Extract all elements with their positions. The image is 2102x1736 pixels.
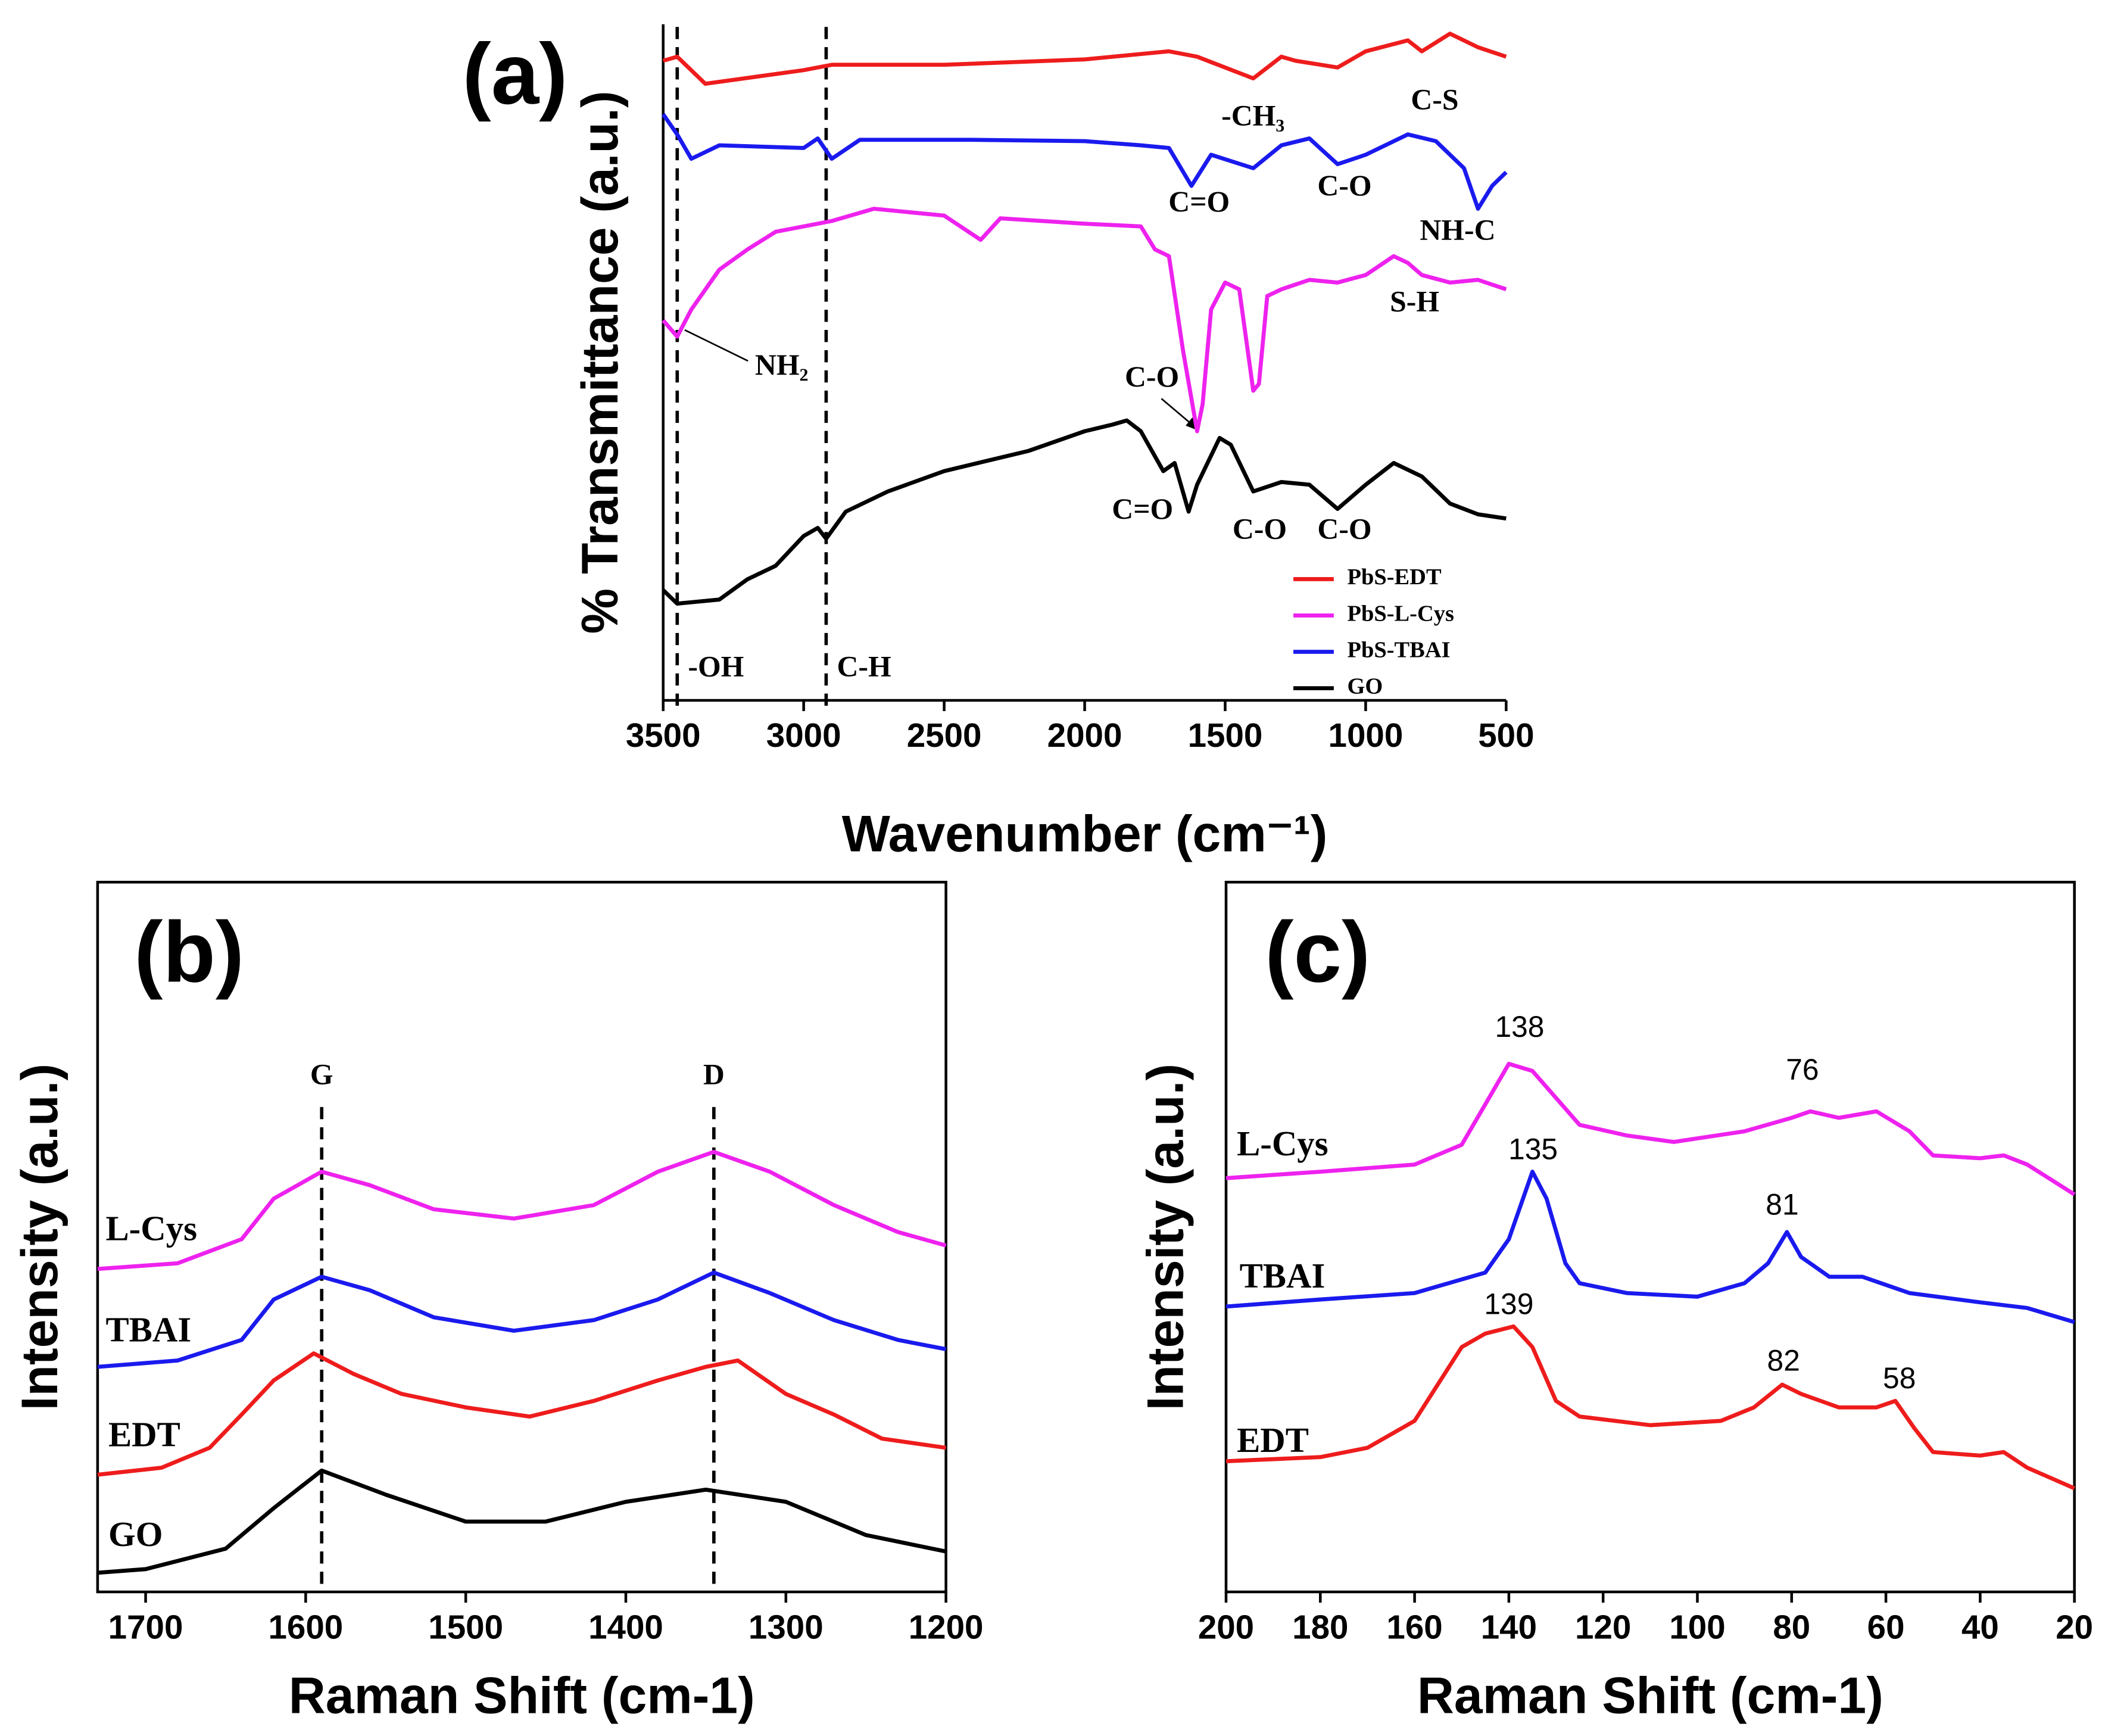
annotation-pointer [684, 329, 749, 362]
x-tick-label: 2000 [1047, 716, 1122, 754]
y-axis-title: Intensity (a.u.) [11, 1064, 68, 1410]
series-label: TBAI [105, 1310, 191, 1349]
x-axis-title: Raman Shift (cm-1) [289, 1668, 755, 1725]
x-tick-label: 1300 [749, 1608, 824, 1645]
x-tick-label: 200 [1198, 1608, 1254, 1645]
x-tick-label: 40 [1961, 1608, 1999, 1645]
x-tick-label: 180 [1292, 1608, 1348, 1645]
series-label: TBAI [1240, 1257, 1326, 1295]
x-tick-label: 160 [1386, 1608, 1442, 1645]
annotation: 82 [1767, 1344, 1800, 1377]
annotation: 138 [1495, 1010, 1544, 1043]
plot-frame [1224, 880, 2076, 1594]
legend-label: PbS-L-Cys [1348, 601, 1454, 626]
series-line [662, 418, 1507, 606]
x-tick-label: 1600 [268, 1608, 343, 1645]
annotation: 81 [1766, 1188, 1798, 1221]
legend-label: PbS-TBAI [1348, 637, 1451, 662]
chart-title: (b) [134, 903, 244, 1000]
annotation: NH-C [1420, 214, 1495, 247]
x-tick-label: 1500 [428, 1608, 503, 1645]
series-line [1225, 1170, 2075, 1324]
chart-title: (c) [1265, 903, 1370, 1000]
x-tick-label: 140 [1481, 1608, 1537, 1645]
x-tick-label: 1400 [588, 1608, 663, 1645]
series-label: EDT [108, 1416, 180, 1454]
annotation: 135 [1508, 1133, 1558, 1166]
reference-label: -OH [688, 650, 744, 682]
y-axis-title: % Transmittance (a.u.) [572, 91, 629, 634]
x-tick-label: 60 [1867, 1608, 1905, 1645]
series-line [97, 1149, 947, 1271]
x-tick-label: 2500 [907, 716, 982, 754]
chart-title: (a) [463, 26, 568, 122]
annotation: C=O [1112, 493, 1173, 525]
legend-label: PbS-EDT [1348, 565, 1442, 590]
annotation: NH₂ [755, 348, 809, 381]
x-tick-label: 1500 [1188, 716, 1263, 754]
plot-frame [96, 880, 947, 1594]
annotation: C=O [1168, 185, 1230, 218]
x-tick-label: 3000 [766, 716, 841, 754]
annotation: C-O [1317, 169, 1371, 202]
x-tick-label: 1700 [108, 1608, 183, 1645]
annotation: -CH₃ [1221, 99, 1284, 132]
reference-label: G [310, 1058, 333, 1091]
x-tick-label: 100 [1669, 1608, 1725, 1645]
x-tick-label: 1000 [1328, 716, 1404, 754]
series-label: L-Cys [105, 1210, 197, 1248]
x-axis-title: Raman Shift (cm-1) [1417, 1668, 1883, 1725]
x-tick-label: 3500 [626, 716, 701, 754]
series-label: L-Cys [1237, 1124, 1328, 1163]
series-line [661, 113, 1508, 211]
reference-label: C-H [837, 650, 891, 682]
annotation: 76 [1786, 1053, 1819, 1086]
series-line [97, 1351, 947, 1477]
annotation: S-H [1390, 285, 1439, 318]
series-label: EDT [1237, 1421, 1309, 1460]
x-tick-label: 500 [1478, 716, 1534, 754]
annotation: C-O [1125, 360, 1179, 393]
series-line [662, 32, 1507, 86]
series-line [1225, 1061, 2076, 1196]
series-line [97, 1468, 947, 1575]
y-axis-title: Intensity (a.u.) [1137, 1064, 1195, 1410]
annotation: 58 [1883, 1361, 1916, 1395]
annotation: C-O [1317, 513, 1371, 546]
annotation: C-O [1233, 513, 1287, 546]
x-tick-label: 20 [2056, 1608, 2093, 1645]
reference-label: D [703, 1058, 725, 1091]
annotation: C-S [1411, 83, 1458, 116]
x-tick-label: 80 [1773, 1608, 1810, 1645]
annotation: 139 [1484, 1288, 1533, 1321]
series-line [1225, 1324, 2076, 1491]
x-tick-label: 120 [1575, 1608, 1631, 1645]
series-label: GO [108, 1515, 163, 1554]
x-axis-title: Wavenumber (cm⁻¹) [842, 805, 1328, 862]
legend-label: GO [1348, 674, 1383, 699]
series-line [97, 1270, 947, 1369]
x-tick-label: 1200 [909, 1608, 984, 1645]
series-line [662, 207, 1507, 434]
